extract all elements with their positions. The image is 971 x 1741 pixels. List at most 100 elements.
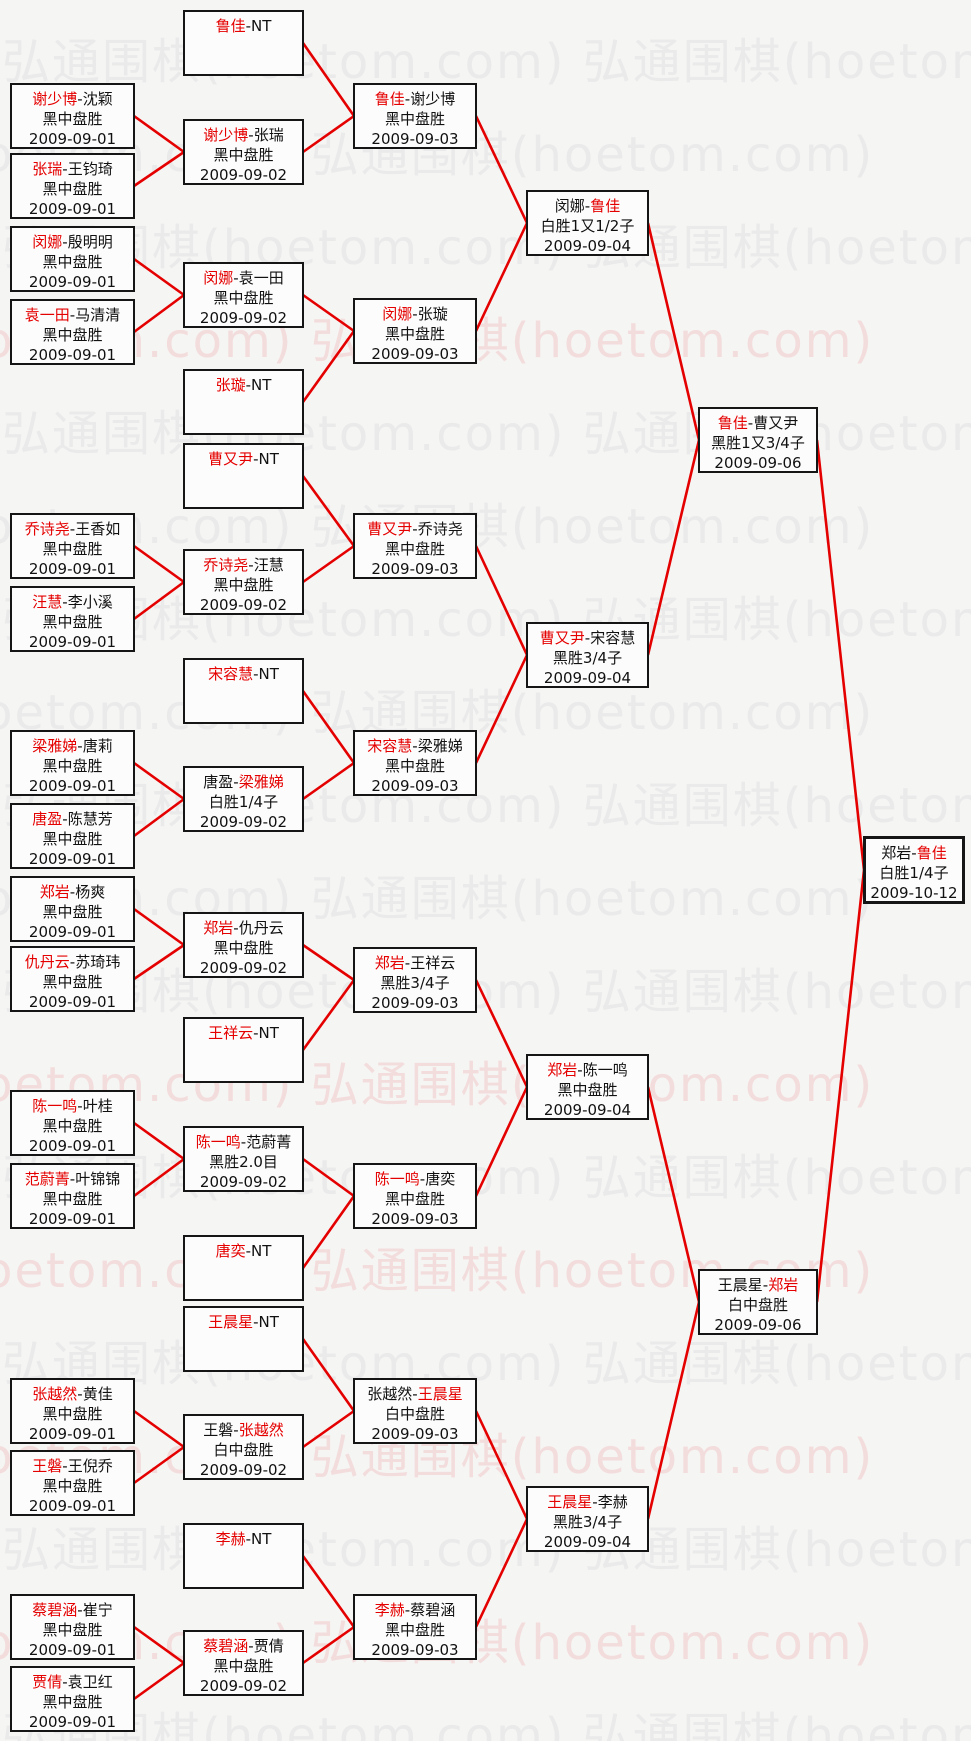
match-result: 白胜1/4子 — [879, 864, 949, 882]
match-players: 闵娜-袁一田 — [185, 268, 302, 288]
match-date — [185, 704, 302, 724]
match-date: 2009-09-03 — [371, 994, 459, 1012]
watermark-text: 弘通围棋(hoetom.com) 弘通围棋(hoetom.com) — [2, 778, 971, 834]
player1-name: 王晨星 — [717, 1276, 763, 1294]
match-box-e1: 鲁佳-曹又尹 黑胜1又3/4子 2009-09-06 — [698, 407, 818, 473]
match-players: 鲁佳-谢少博 — [355, 89, 475, 109]
match-box-b13: 王晨星-NT — [183, 1306, 304, 1372]
player1-name: 蔡碧涵 — [203, 1637, 249, 1655]
match-date — [185, 1281, 302, 1301]
player2-name: NT — [251, 17, 272, 35]
player2-name: NT — [258, 1024, 279, 1042]
connector-b16-to-c8 — [302, 1625, 355, 1665]
player2-name: 王倪乔 — [67, 1457, 113, 1475]
match-result: 黑中盘胜 — [42, 110, 103, 128]
match-players: 唐盈-梁雅娣 — [185, 772, 302, 792]
players-separator: - — [69, 306, 76, 324]
match-players: 曹又尹-乔诗尧 — [355, 519, 475, 539]
players-separator: - — [253, 1313, 259, 1331]
match-result: 黑中盘胜 — [384, 1190, 445, 1208]
match-date: 2009-09-03 — [371, 1641, 459, 1659]
players-separator: - — [253, 665, 259, 683]
match-players: 蔡碧涵-崔宁 — [12, 1600, 133, 1620]
players-separator: - — [245, 17, 252, 35]
players-separator: - — [69, 520, 76, 538]
match-date: 2009-09-01 — [28, 273, 117, 291]
match-players: 陈一鸣-叶桂 — [12, 1096, 133, 1116]
player1-name: 王磐 — [32, 1457, 63, 1475]
watermark-text: 弘通围棋(hoetom.com) 弘通围棋(hoetom.com) — [2, 1708, 971, 1741]
watermark-text: 弘通围棋(hoetom.com) 弘通围棋(hoetom.com) — [2, 1522, 971, 1578]
player1-name: 乔诗尧 — [203, 556, 249, 574]
match-result: 黑胜1又3/4子 — [711, 434, 805, 452]
match-result: 黑中盘胜 — [42, 540, 103, 558]
players-separator: - — [69, 1170, 76, 1188]
player2-name: 鲁佳 — [916, 844, 947, 862]
players-separator: - — [412, 737, 418, 755]
connector-c6-to-d3 — [474, 1086, 529, 1197]
match-players: 李赫-蔡碧涵 — [355, 1600, 475, 1620]
match-players: 谢少博-沈颖 — [12, 89, 133, 109]
player2-name: 梁雅娣 — [238, 773, 284, 791]
player2-name: 郑岩 — [768, 1276, 799, 1294]
match-result: 黑中盘胜 — [42, 1190, 103, 1208]
players-separator: - — [233, 269, 239, 287]
match-box-b15: 李赫-NT — [183, 1523, 304, 1589]
players-separator: - — [240, 1133, 247, 1151]
match-result — [185, 1549, 302, 1569]
match-box-c6: 陈一鸣-唐奕 黑中盘胜 2009-09-03 — [353, 1163, 477, 1229]
players-separator: - — [419, 1170, 426, 1188]
match-players: 宋容慧-梁雅娣 — [355, 736, 475, 756]
match-date: 2009-09-01 — [28, 1137, 117, 1155]
match-result: 黑中盘胜 — [42, 326, 103, 344]
match-result: 黑中盘胜 — [384, 757, 445, 775]
player1-name: 乔诗尧 — [24, 520, 70, 538]
match-players: 郑岩-仇丹云 — [185, 918, 302, 938]
match-players: 唐盈-陈慧芳 — [12, 809, 133, 829]
players-separator: - — [233, 1421, 239, 1439]
match-box-a7: 梁雅娣-唐莉 黑中盘胜 2009-09-01 — [10, 730, 135, 796]
connector-a1-to-b2 — [133, 114, 185, 154]
match-result: 黑中盘胜 — [213, 289, 274, 307]
match-players: 曹又尹-NT — [185, 449, 302, 469]
match-result — [185, 1043, 302, 1063]
player2-name: 张瑞 — [253, 126, 284, 144]
player2-name: NT — [251, 1242, 272, 1260]
match-box-d1: 闵娜-鲁佳 白胜1又1/2子 2009-09-04 — [526, 190, 649, 256]
match-players: 王磐-张越然 — [185, 1420, 302, 1440]
match-box-b5: 曹又尹-NT — [183, 443, 304, 509]
match-box-d2: 曹又尹-宋容慧 黑胜3/4子 2009-09-04 — [526, 622, 649, 688]
match-box-e2: 王晨星-郑岩 白中盘胜 2009-09-06 — [698, 1269, 818, 1335]
connector-a10-to-b9 — [133, 943, 185, 981]
match-result — [185, 1261, 302, 1281]
player1-name: 郑岩 — [39, 883, 70, 901]
players-separator: - — [404, 90, 411, 108]
match-box-a3: 闵娜-殷明明 黑中盘胜 2009-09-01 — [10, 226, 135, 292]
players-separator: - — [77, 1385, 83, 1403]
match-date: 2009-09-01 — [28, 993, 117, 1011]
connector-e1-to-f1 — [815, 439, 866, 871]
match-date — [185, 1352, 302, 1372]
player1-name: 闵娜 — [554, 197, 585, 215]
connector-d1-to-e1 — [646, 222, 701, 441]
connector-b5-to-c3 — [301, 475, 356, 547]
match-date: 2009-09-02 — [199, 1461, 288, 1479]
player1-name: 谢少博 — [32, 90, 78, 108]
match-date: 2009-09-04 — [543, 1101, 632, 1119]
player2-name: 张璇 — [417, 305, 448, 323]
connector-c7-to-d4 — [474, 1410, 529, 1520]
match-players: 陈一鸣-唐奕 — [355, 1169, 475, 1189]
players-separator: - — [404, 1601, 411, 1619]
match-date: 2009-09-03 — [371, 345, 459, 363]
player1-name: 宋容慧 — [367, 737, 413, 755]
player1-name: 曹又尹 — [539, 629, 585, 647]
match-players: 鲁佳-NT — [185, 16, 302, 36]
match-date: 2009-09-02 — [199, 813, 288, 831]
connector-b7-to-c4 — [301, 690, 356, 764]
connector-d4-to-e2 — [646, 1301, 701, 1520]
match-result: 黑胜2.0目 — [209, 1153, 278, 1171]
players-separator: - — [245, 1530, 252, 1548]
players-separator: - — [62, 593, 68, 611]
connector-a9-to-b9 — [133, 907, 185, 947]
players-separator: - — [577, 1061, 583, 1079]
